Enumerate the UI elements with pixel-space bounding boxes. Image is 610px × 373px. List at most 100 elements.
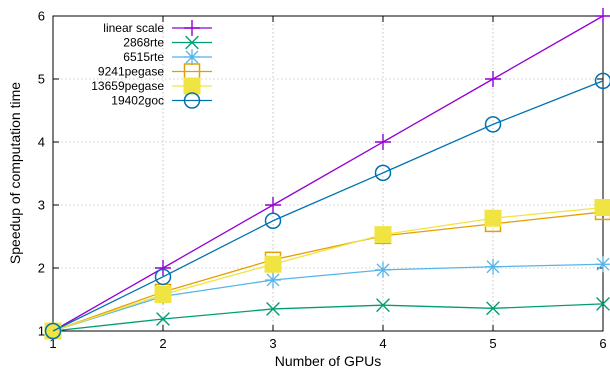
marker-shape xyxy=(374,226,392,244)
marker-shape xyxy=(264,212,282,229)
data-point xyxy=(374,226,392,244)
marker-shape xyxy=(183,92,201,109)
marker-stroke xyxy=(376,298,390,313)
data-point xyxy=(156,312,170,326)
legend: linear scale2868rte6515rte9241pegase1365… xyxy=(91,20,212,109)
marker-stroke xyxy=(156,312,170,326)
legend-label: linear scale xyxy=(103,21,164,35)
marker-stroke xyxy=(595,8,610,24)
legend-label: 6515rte xyxy=(123,50,164,64)
legend-item-linear-scale: linear scale xyxy=(103,20,212,36)
legend-item-13659pegase: 13659pegase xyxy=(91,77,212,95)
y-tick-label: 3 xyxy=(38,198,45,213)
series-line xyxy=(52,303,604,332)
legend-label: 19402goc xyxy=(111,94,164,108)
legend-marker xyxy=(184,20,200,36)
marker-shape xyxy=(154,285,172,303)
series-line xyxy=(52,80,604,332)
y-tick-label: 5 xyxy=(38,72,45,87)
marker-shape xyxy=(264,255,282,273)
legend-label: 2868rte xyxy=(123,36,164,50)
data-point xyxy=(264,255,282,273)
data-point xyxy=(154,285,172,303)
marker-shape xyxy=(594,199,610,217)
marker-shape xyxy=(484,209,502,227)
data-point xyxy=(44,322,62,340)
data-point xyxy=(485,71,501,87)
marker-stroke xyxy=(155,260,171,276)
data-point xyxy=(486,301,500,316)
marker-shape xyxy=(484,116,502,133)
x-tick-label: 5 xyxy=(489,336,496,351)
marker-stroke xyxy=(185,35,199,50)
data-point xyxy=(265,271,281,288)
marker-stroke xyxy=(595,256,610,273)
data-point xyxy=(266,302,280,316)
marker-shape xyxy=(594,72,610,90)
legend-item-6515rte: 6515rte xyxy=(123,49,212,65)
y-tick-label: 6 xyxy=(38,9,45,24)
marker-stroke xyxy=(375,134,391,150)
data-point xyxy=(375,134,391,150)
x-tick-label: 2 xyxy=(159,336,166,351)
data-point xyxy=(265,197,281,213)
series-line xyxy=(52,211,604,332)
marker-stroke xyxy=(265,197,281,213)
data-point xyxy=(484,209,502,227)
marker-stroke xyxy=(596,297,610,311)
legend-label: 13659pegase xyxy=(91,79,164,93)
data-point xyxy=(596,297,610,311)
marker-stroke xyxy=(184,49,200,65)
data-point xyxy=(154,268,172,286)
series-layer xyxy=(44,8,610,340)
data-point xyxy=(374,164,392,182)
marker-stroke xyxy=(375,261,391,278)
marker-stroke xyxy=(486,301,500,316)
data-point xyxy=(594,199,610,217)
data-point xyxy=(595,256,610,273)
legend-item-9241pegase: 9241pegase xyxy=(98,63,212,80)
y-tick-label: 2 xyxy=(38,261,45,276)
series-line xyxy=(52,206,604,332)
series-line xyxy=(52,263,604,332)
data-point xyxy=(594,72,610,90)
y-axis-title: Speedup of computation time xyxy=(7,82,23,264)
y-tick-label: 4 xyxy=(38,135,45,150)
data-point xyxy=(484,116,502,133)
legend-label: 9241pegase xyxy=(98,65,164,79)
y-tick-label: 1 xyxy=(38,324,45,339)
series-line xyxy=(52,15,604,332)
series-6515rte xyxy=(45,256,610,339)
marker-stroke xyxy=(266,302,280,316)
legend-item-19402goc: 19402goc xyxy=(111,92,212,109)
data-point xyxy=(375,261,391,278)
marker-shape xyxy=(374,164,392,182)
x-tick-label: 4 xyxy=(379,336,386,351)
legend-marker xyxy=(185,35,199,50)
marker-stroke xyxy=(485,71,501,87)
x-tick-label: 6 xyxy=(599,336,606,351)
data-point xyxy=(376,298,390,313)
legend-marker xyxy=(183,77,201,95)
marker-stroke xyxy=(485,258,501,275)
legend-marker xyxy=(183,92,201,109)
marker-stroke xyxy=(265,271,281,288)
data-point xyxy=(264,212,282,229)
plot-frame xyxy=(52,15,604,332)
marker-shape xyxy=(154,268,172,286)
marker-shape xyxy=(183,77,201,95)
data-point xyxy=(595,8,610,24)
marker-stroke xyxy=(184,20,200,36)
series-19402goc xyxy=(44,72,610,340)
series-9241pegase xyxy=(44,203,610,340)
x-tick-label: 1 xyxy=(49,336,56,351)
legend-marker xyxy=(184,49,200,65)
data-point xyxy=(155,260,171,276)
legend-item-2868rte: 2868rte xyxy=(123,36,212,50)
data-point xyxy=(485,258,501,275)
x-tick-label: 3 xyxy=(269,336,276,351)
marker-shape xyxy=(44,322,62,340)
x-axis-title: Number of GPUs xyxy=(275,353,382,369)
axis-ticks: 1 2 3 4 5 6 1 2 3 4 5 6 xyxy=(38,9,607,352)
